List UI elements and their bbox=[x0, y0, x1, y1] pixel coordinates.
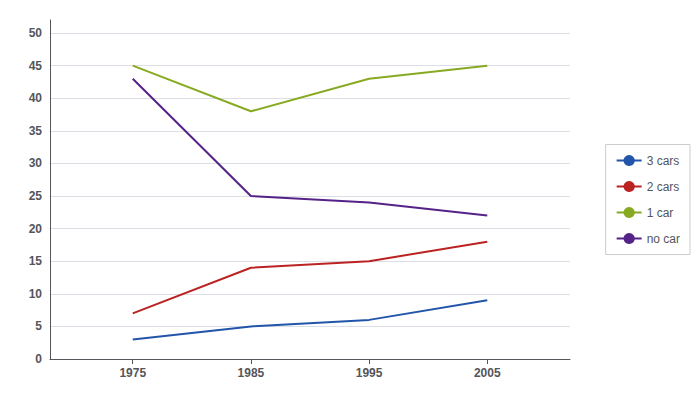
svg-text:2 cars: 2 cars bbox=[647, 180, 680, 194]
svg-text:50: 50 bbox=[29, 26, 43, 40]
svg-text:35: 35 bbox=[29, 124, 43, 138]
svg-text:1995: 1995 bbox=[356, 366, 383, 380]
svg-text:1985: 1985 bbox=[238, 366, 265, 380]
svg-text:15: 15 bbox=[29, 254, 43, 268]
svg-text:30: 30 bbox=[29, 156, 43, 170]
svg-text:3 cars: 3 cars bbox=[647, 154, 680, 168]
svg-text:1975: 1975 bbox=[119, 366, 146, 380]
svg-text:20: 20 bbox=[29, 222, 43, 236]
svg-text:25: 25 bbox=[29, 189, 43, 203]
svg-text:5: 5 bbox=[35, 319, 42, 333]
svg-text:0: 0 bbox=[35, 352, 42, 366]
svg-text:no car: no car bbox=[647, 232, 680, 246]
svg-text:10: 10 bbox=[29, 287, 43, 301]
svg-text:40: 40 bbox=[29, 91, 43, 105]
svg-text:2005: 2005 bbox=[474, 366, 501, 380]
svg-text:45: 45 bbox=[29, 59, 43, 73]
svg-text:1 car: 1 car bbox=[647, 206, 674, 220]
